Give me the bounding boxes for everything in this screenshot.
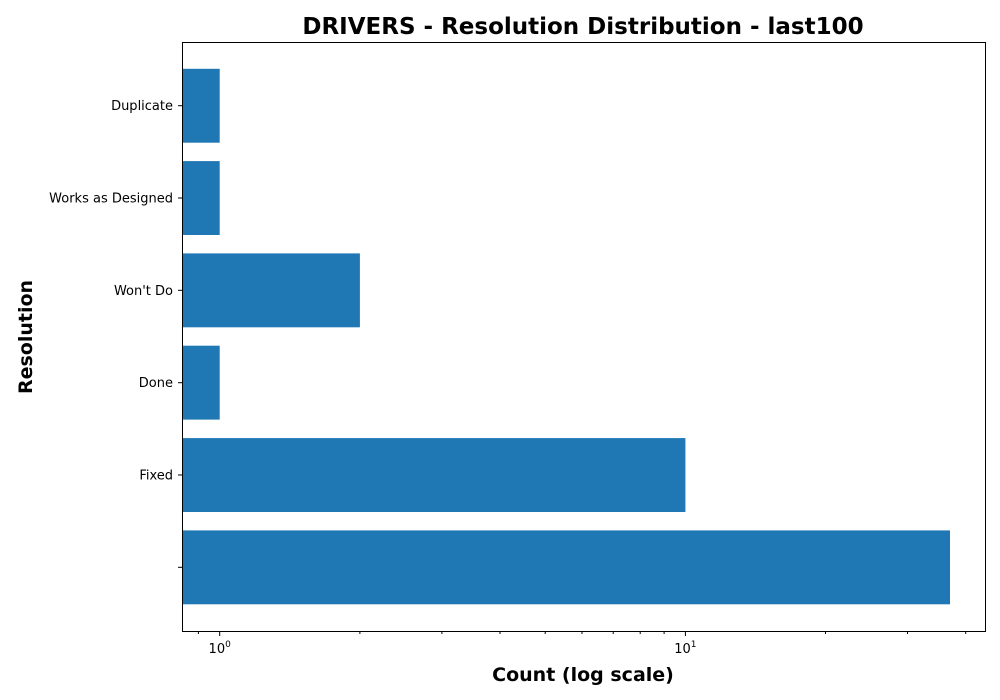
bars-layer: [182, 68, 950, 605]
y-tick-label: Done: [139, 376, 173, 391]
y-axis-label: Resolution: [15, 280, 37, 394]
y-tick-label: Duplicate: [111, 99, 173, 114]
bar-fixed: [182, 438, 686, 512]
y-tick-label: Fixed: [139, 469, 173, 484]
x-axis-label: Count (log scale): [492, 664, 674, 686]
y-tick-label: Works as Designed: [49, 192, 173, 207]
bar-blank: [182, 530, 950, 605]
bar-works-as-designed: [182, 161, 220, 235]
bar-won-t-do: [182, 253, 360, 328]
x-tick-label: 100: [209, 640, 232, 657]
bar-done: [182, 345, 220, 420]
plot-frame: [182, 42, 986, 632]
chart-title: DRIVERS - Resolution Distribution - last…: [302, 14, 863, 40]
y-tick-label: Won't Do: [114, 284, 173, 299]
x-tick-label: 101: [674, 640, 696, 657]
y-axis-ticks: Duplicate Works as Designed Won't Do Done Fi…: [49, 99, 182, 568]
x-axis-ticks: 100 101: [197, 631, 967, 657]
bar-duplicate: [182, 68, 220, 143]
